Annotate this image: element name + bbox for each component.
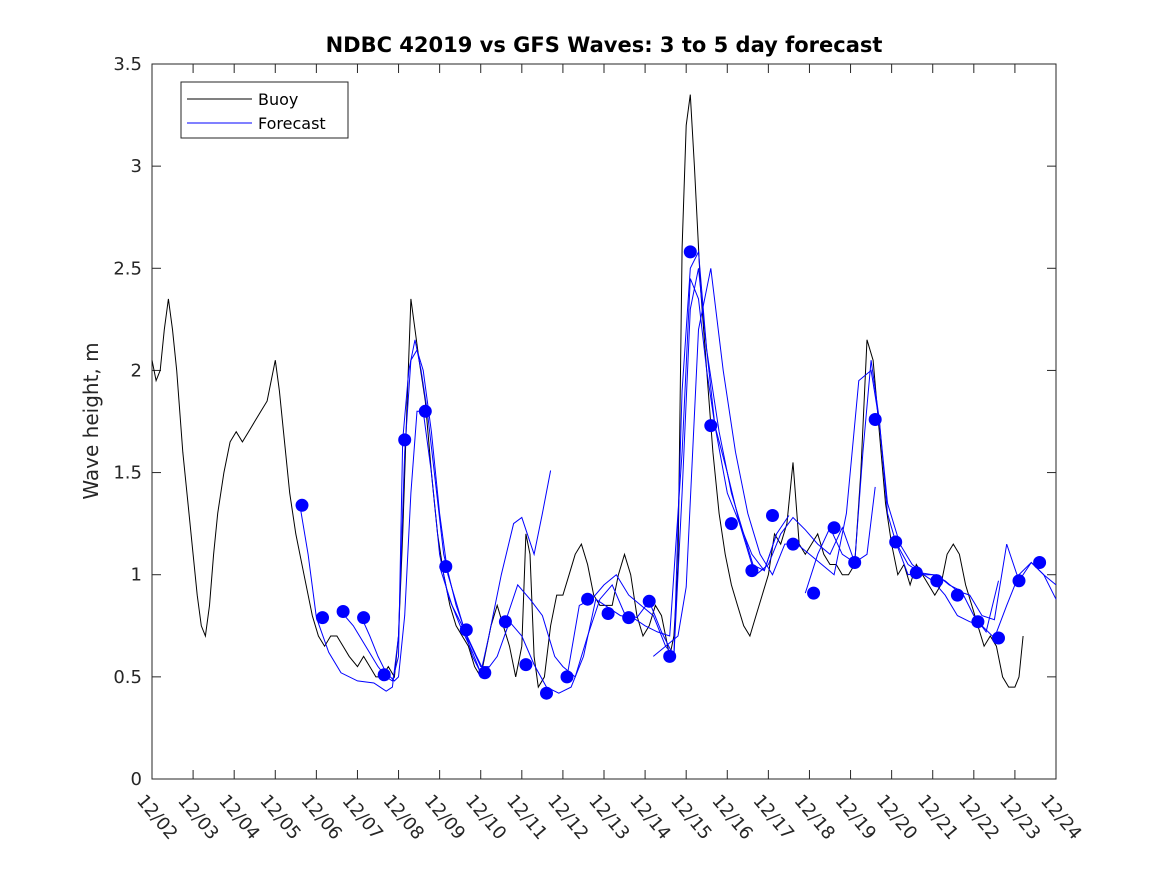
forecast-marker <box>601 607 615 620</box>
forecast-marker <box>807 586 821 600</box>
forecast-marker <box>377 668 391 682</box>
forecast-marker <box>683 245 697 259</box>
forecast-marker <box>704 419 718 433</box>
forecast-marker <box>724 517 738 531</box>
forecast-marker <box>786 537 800 551</box>
forecast-marker <box>622 611 636 625</box>
forecast-run-line <box>566 268 876 677</box>
y-tick-label: 2 <box>131 360 142 381</box>
forecast-marker <box>478 666 492 680</box>
forecast-marker <box>560 670 574 684</box>
forecast-marker <box>295 498 309 512</box>
forecast-marker <box>889 535 903 549</box>
forecast-marker <box>868 413 882 426</box>
y-tick-label: 1 <box>131 565 142 586</box>
forecast-marker <box>316 611 329 625</box>
legend: Buoy Forecast <box>180 81 349 139</box>
forecast-marker <box>766 509 779 522</box>
forecast-marker <box>663 649 677 663</box>
forecast-marker <box>848 556 862 569</box>
forecast-marker <box>745 564 759 578</box>
forecast-marker <box>930 574 944 588</box>
y-tick-label: 2.5 <box>113 258 142 279</box>
buoy-series <box>151 94 1024 689</box>
forecast-marker <box>1033 556 1047 569</box>
legend-box <box>180 81 349 139</box>
forecast-markers <box>295 245 1047 700</box>
forecast-marker <box>398 433 412 447</box>
y-axis-label: Wave height, m <box>79 342 103 499</box>
forecast-marker <box>459 623 473 637</box>
y-tick-label: 0.5 <box>113 667 142 688</box>
forecast-run-line <box>361 410 552 682</box>
buoy-line <box>151 94 1024 689</box>
forecast-marker <box>992 631 1005 645</box>
chart-title: NDBC 42019 vs GFS Waves: 3 to 5 day fore… <box>326 33 883 57</box>
forecast-marker <box>909 566 923 580</box>
legend-label-forecast: Forecast <box>258 114 326 133</box>
forecast-marker <box>519 658 533 672</box>
y-tick-label: 3 <box>131 156 142 177</box>
y-tick-label: 1.5 <box>113 463 142 484</box>
forecast-marker <box>357 611 371 625</box>
forecast-marker <box>642 594 656 608</box>
forecast-marker <box>418 404 432 418</box>
forecast-marker <box>498 615 512 629</box>
forecast-marker <box>336 605 350 618</box>
forecast-marker <box>971 615 985 629</box>
forecast-marker <box>540 686 553 700</box>
forecast-marker <box>1012 574 1026 588</box>
y-tick-label: 0 <box>131 769 142 790</box>
forecast-marker <box>827 521 841 535</box>
forecast-marker <box>439 560 453 573</box>
forecast-run-line <box>340 339 489 682</box>
y-tick-label: 3.5 <box>113 54 142 75</box>
forecast-marker <box>950 588 964 602</box>
legend-label-buoy: Buoy <box>258 90 298 109</box>
forecast-marker <box>581 592 595 606</box>
